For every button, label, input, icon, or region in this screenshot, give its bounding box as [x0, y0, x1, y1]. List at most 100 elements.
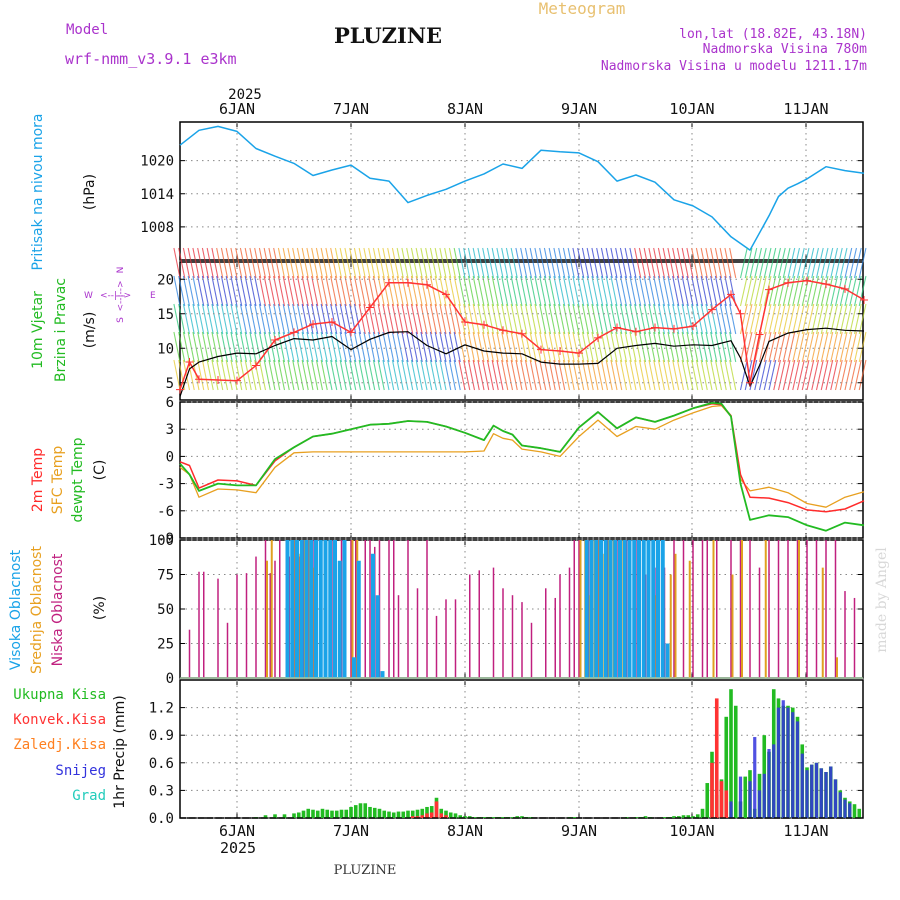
- wind-arrow: [729, 303, 737, 335]
- wind-arrow: [710, 247, 718, 279]
- wind-arrow: [572, 275, 580, 307]
- wind-arrow: [849, 331, 857, 363]
- wind-arrow: [173, 359, 181, 391]
- wind-arrow: [754, 247, 762, 279]
- wind-arrow: [277, 275, 286, 307]
- wind-arrow: [591, 247, 599, 279]
- wind-arrow: [768, 331, 777, 363]
- wind-arrow: [739, 247, 748, 279]
- wind-arrow: [758, 331, 767, 363]
- wind-arrow: [653, 331, 661, 363]
- wind-arrow: [577, 359, 585, 391]
- wind-arrow: [562, 247, 571, 279]
- wind-arrow: [387, 331, 395, 363]
- wind-arrow: [206, 303, 214, 335]
- wind-arrow: [301, 359, 309, 391]
- wind-arrow: [182, 331, 191, 363]
- wind-arrow: [605, 331, 613, 363]
- precip-bar-0: [263, 815, 268, 818]
- temp-2m-line: [179, 403, 865, 513]
- wind-arrow: [787, 275, 796, 307]
- wind-arrow: [344, 275, 352, 307]
- wind-arrow: [754, 359, 762, 391]
- wind-arrow: [377, 275, 385, 307]
- wind-arrow: [444, 303, 452, 335]
- wind-arrow: [225, 331, 233, 363]
- wind-arrow: [444, 247, 452, 279]
- wind-arrow: [619, 275, 628, 307]
- wind-panel: 5 10 15 20: [157, 272, 868, 397]
- wind-arrow: [268, 247, 276, 279]
- precip-bar-0: [339, 809, 344, 818]
- wind-arrow: [292, 275, 300, 307]
- wind-arrow: [825, 247, 834, 279]
- wind-arrow: [344, 359, 352, 391]
- wind-arrow: [586, 359, 594, 391]
- wind-arrow: [849, 247, 857, 279]
- day-label-bottom: 6JAN: [219, 822, 255, 840]
- wind-arrow: [548, 359, 556, 391]
- wind-arrow: [396, 275, 404, 307]
- wind-arrow: [230, 303, 238, 335]
- gust-marker: [366, 303, 374, 312]
- wind-arrow: [439, 275, 447, 307]
- gust-marker: [575, 349, 583, 358]
- wind-arrow: [657, 359, 666, 391]
- wind-arrow: [773, 359, 781, 391]
- wind-arrow: [610, 247, 618, 279]
- wind-arrow: [282, 359, 290, 391]
- wind-arrow: [239, 275, 248, 307]
- wind-arrow: [254, 303, 262, 335]
- precip-bar-0: [676, 816, 681, 818]
- wind-arrow: [258, 331, 267, 363]
- wind-arrow: [244, 303, 252, 335]
- wind-arrow: [754, 331, 762, 363]
- wind-arrow: [220, 247, 229, 279]
- day-label-top: 11JAN: [783, 100, 828, 118]
- wind-arrow: [472, 275, 480, 307]
- wind-arrow: [458, 247, 466, 279]
- precip-bar-2: [748, 781, 752, 818]
- precip-bar-0: [700, 808, 705, 818]
- wind-arrow: [849, 359, 857, 391]
- wind-arrow: [591, 303, 599, 335]
- gust-marker: [670, 324, 678, 333]
- precip-bar-0: [520, 816, 524, 818]
- wind-arrow: [192, 275, 200, 307]
- wind-arrow: [235, 303, 243, 335]
- wind-arrow: [325, 359, 333, 391]
- precip-bar-0: [686, 815, 691, 818]
- wind-arrow: [520, 359, 528, 391]
- wind-label-1: 10m Vjetar: [30, 291, 46, 369]
- wind-arrow: [320, 331, 328, 363]
- wind-arrow: [811, 359, 819, 391]
- wind-arrow: [567, 359, 575, 391]
- wind-arrow: [334, 303, 343, 335]
- wind-arrow: [681, 359, 689, 391]
- wind-arrow: [524, 359, 533, 391]
- wind-arrow: [777, 247, 786, 279]
- wind-arrow: [415, 331, 423, 363]
- wind-arrow: [311, 303, 319, 335]
- wind-arrow: [596, 303, 604, 335]
- wind-arrow: [691, 275, 699, 307]
- precip-bar-2: [795, 721, 800, 818]
- wind-arrow: [230, 331, 238, 363]
- precip-bar-0: [368, 806, 372, 818]
- wind-arrow: [192, 331, 200, 363]
- wind-arrow: [520, 275, 528, 307]
- wind-arrow: [315, 303, 324, 335]
- wind-arrow: [619, 247, 628, 279]
- wind-arrow: [548, 331, 556, 363]
- wind-arrow: [695, 247, 704, 279]
- precip-bar-1: [420, 815, 425, 818]
- wind-arrow: [448, 275, 457, 307]
- precip-bar-0: [643, 816, 648, 818]
- wind-arrow: [292, 247, 300, 279]
- wind-arrow: [444, 331, 452, 363]
- wind-arrow: [306, 275, 314, 307]
- ytick-label: -6: [157, 504, 174, 520]
- gust-marker: [290, 328, 298, 337]
- wind-arrow: [282, 303, 290, 335]
- wind-arrow: [567, 331, 575, 363]
